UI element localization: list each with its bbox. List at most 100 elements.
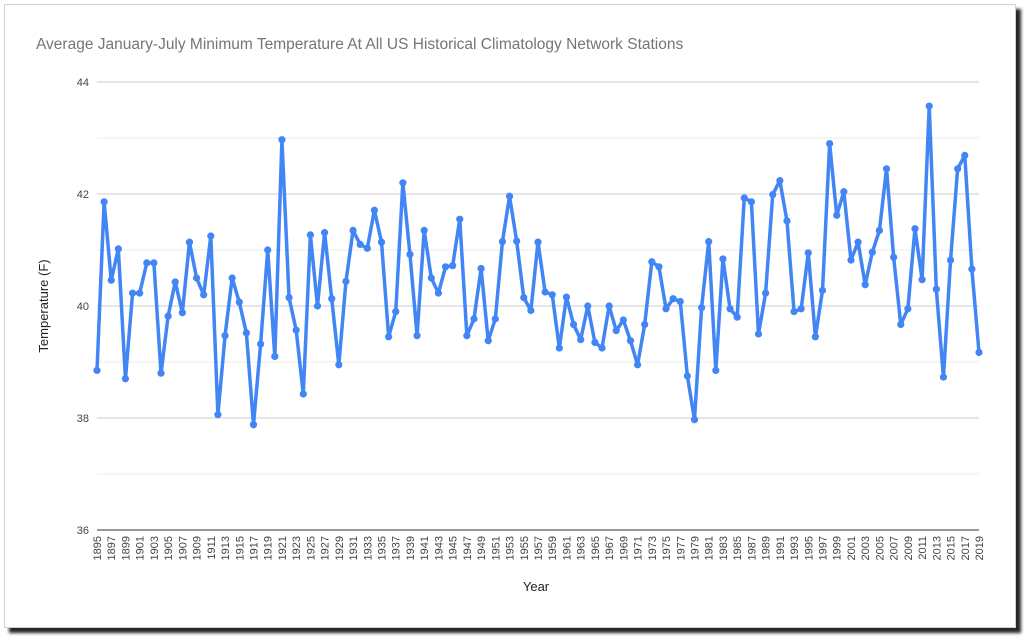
y-tick-label: 36	[77, 525, 89, 537]
x-tick-label: 1963	[576, 536, 588, 560]
data-points	[93, 102, 983, 429]
data-point	[641, 320, 649, 329]
data-point	[392, 308, 400, 316]
data-point	[449, 262, 457, 270]
data-point	[868, 248, 876, 256]
data-point	[520, 294, 528, 302]
y-axis-tick-labels: 36 38 40 42 44	[77, 77, 89, 537]
x-tick-label: 1955	[519, 536, 531, 560]
data-point	[121, 375, 130, 383]
x-tick-label: 1929	[334, 536, 346, 560]
data-point	[804, 249, 812, 257]
x-tick-label: 1903	[149, 536, 161, 560]
data-point	[221, 332, 229, 340]
data-point	[292, 326, 300, 334]
y-tick-label: 38	[77, 413, 89, 425]
data-point	[776, 176, 784, 185]
x-tick-label: 1943	[433, 536, 445, 560]
data-point	[363, 244, 371, 252]
gridlines	[97, 81, 979, 531]
x-tick-label: 2011	[917, 536, 929, 560]
x-tick-label: 1981	[704, 536, 716, 560]
data-point	[456, 215, 464, 223]
data-point	[463, 332, 471, 340]
data-point	[406, 250, 414, 259]
x-tick-label: 2015	[946, 536, 958, 560]
x-tick-label: 1973	[647, 536, 659, 560]
data-point	[655, 263, 663, 271]
data-point	[491, 315, 499, 323]
data-point	[683, 372, 691, 380]
data-point	[214, 411, 222, 419]
data-point	[669, 295, 677, 303]
data-point	[434, 289, 443, 297]
data-point	[904, 305, 912, 313]
x-tick-label: 1949	[476, 536, 488, 560]
data-point	[662, 305, 670, 313]
x-tick-label: 1923	[291, 536, 303, 560]
x-tick-label: 2017	[960, 536, 972, 560]
x-tick-label: 1933	[362, 536, 374, 560]
data-point	[975, 348, 983, 357]
data-point	[584, 302, 592, 310]
data-point	[385, 333, 393, 341]
x-axis-title: Year	[523, 579, 550, 594]
data-point	[619, 316, 627, 324]
x-tick-label: 1899	[120, 536, 132, 560]
x-tick-label: 1939	[405, 536, 417, 560]
data-point	[954, 165, 962, 173]
x-tick-label: 2007	[889, 536, 901, 560]
x-tick-label: 1953	[505, 536, 517, 560]
x-tick-label: 1915	[234, 536, 246, 560]
data-point	[498, 238, 507, 246]
data-point	[769, 190, 777, 199]
data-point	[577, 336, 585, 344]
data-point	[271, 352, 279, 360]
x-tick-label: 1911	[206, 536, 218, 560]
data-point	[605, 302, 613, 310]
x-tick-label: 1967	[604, 536, 616, 560]
x-tick-label: 1909	[192, 536, 204, 560]
data-point	[598, 344, 606, 352]
data-point	[961, 151, 969, 159]
data-point	[562, 293, 571, 301]
data-point	[321, 229, 329, 237]
data-point	[882, 165, 891, 173]
x-tick-label: 1969	[618, 536, 630, 560]
data-point	[484, 337, 492, 345]
data-point	[762, 289, 770, 297]
data-point	[264, 246, 272, 254]
data-point	[342, 277, 350, 285]
data-point	[541, 288, 549, 296]
x-tick-label: 1921	[277, 536, 289, 560]
data-point	[705, 238, 713, 246]
data-point	[157, 369, 165, 377]
x-tick-label: 1989	[761, 536, 773, 560]
x-tick-label: 2019	[974, 536, 986, 560]
data-point	[285, 294, 293, 302]
data-point	[377, 238, 386, 246]
data-point	[328, 295, 336, 303]
x-tick-label: 1987	[746, 536, 758, 560]
data-point	[826, 140, 834, 148]
x-tick-label: 1927	[320, 536, 332, 560]
data-point	[164, 312, 172, 320]
x-tick-label: 2001	[846, 536, 858, 560]
data-point	[747, 198, 755, 206]
x-tick-label: 2005	[874, 536, 886, 560]
x-tick-label: 1975	[661, 536, 673, 560]
x-tick-label: 1945	[448, 536, 460, 560]
data-point	[349, 226, 357, 234]
data-point	[548, 291, 556, 299]
data-point	[534, 238, 542, 246]
data-point	[719, 255, 727, 263]
data-point	[932, 285, 940, 293]
data-point	[840, 188, 848, 196]
x-tick-label: 1971	[633, 536, 645, 560]
data-point	[790, 308, 798, 316]
x-tick-label: 1995	[803, 536, 815, 560]
data-point	[299, 390, 307, 398]
data-point	[143, 259, 151, 267]
data-point	[235, 298, 243, 306]
